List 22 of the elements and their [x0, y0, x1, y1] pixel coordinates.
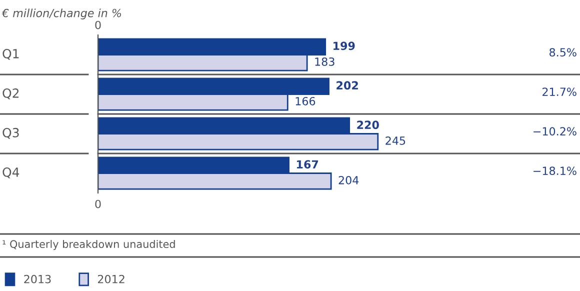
text: ¹ Quarterly breakdown unaudited: [2, 240, 175, 250]
text: 0: [95, 200, 101, 208]
data-label: 245: [386, 136, 406, 145]
data-label: 220: [357, 120, 379, 130]
y-tick-label: Q4: [2, 167, 20, 178]
text: 0: [95, 20, 101, 30]
y-tick-label: Q1: [2, 48, 19, 60]
legend-label: 2012: [98, 274, 124, 284]
text: 8.5%: [550, 48, 576, 57]
data-label: 167: [296, 160, 318, 169]
data-label: 166: [296, 96, 316, 106]
text: 21.7%: [542, 88, 576, 96]
text: −18.1%: [534, 166, 576, 176]
y-tick-label: Q2: [2, 88, 19, 100]
y-tick-label: Q3: [2, 128, 19, 139]
data-label: 183: [315, 57, 334, 66]
data-label: 204: [338, 176, 359, 184]
text: −10.2%: [534, 127, 576, 136]
data-label: 202: [336, 81, 358, 90]
data-label: 199: [334, 42, 355, 50]
legend-label: 2013: [24, 274, 51, 284]
chart-title: € million/change in %: [2, 8, 121, 20]
